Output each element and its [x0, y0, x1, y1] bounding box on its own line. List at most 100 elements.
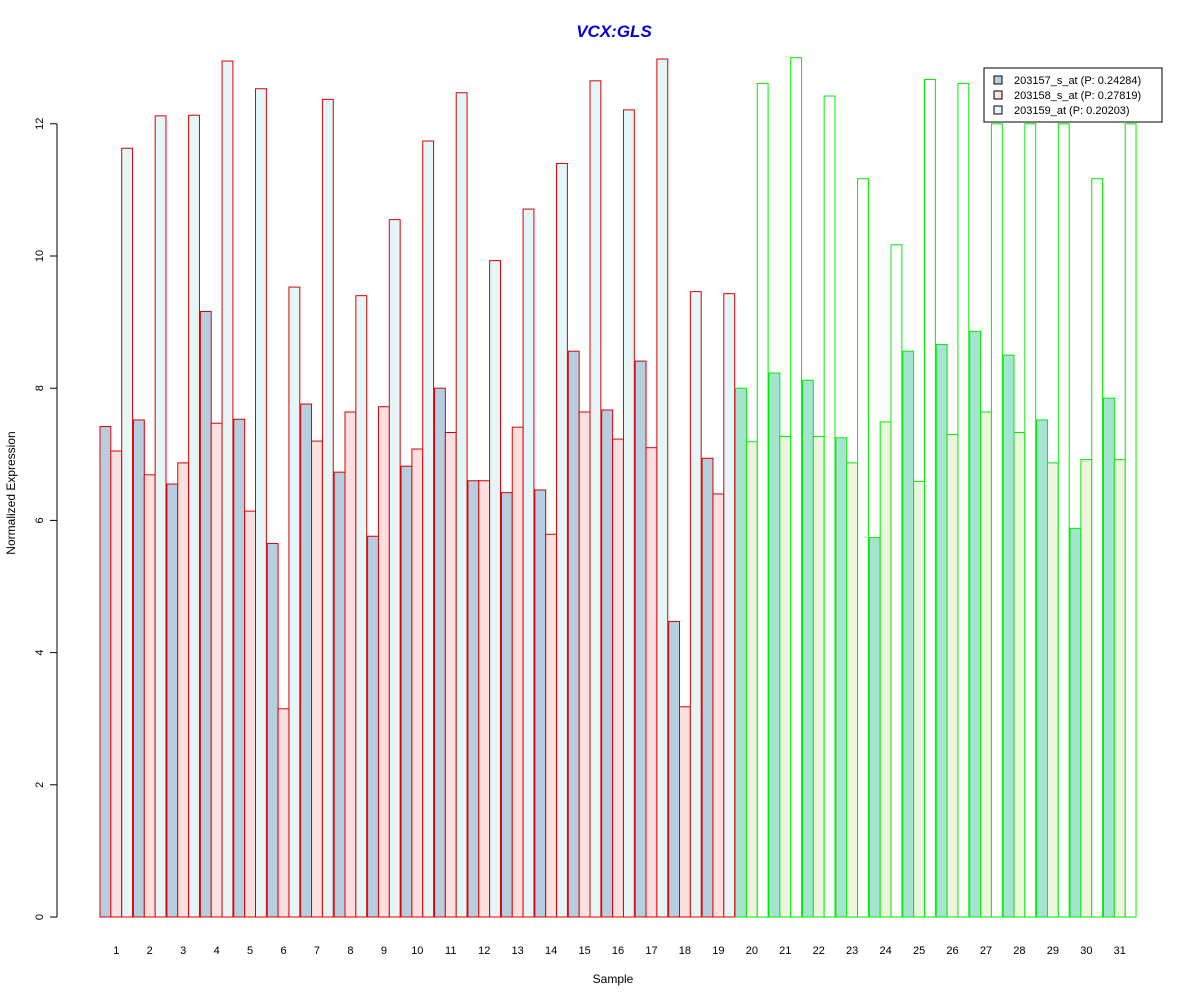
- x-tick-label: 14: [545, 945, 557, 957]
- x-tick-label: 11: [445, 945, 456, 957]
- x-tick-label: 16: [612, 945, 624, 957]
- bar: [701, 457, 714, 918]
- x-tick-label: 25: [913, 945, 925, 957]
- bar: [1036, 419, 1048, 918]
- bar: [1057, 123, 1070, 918]
- x-tick-label: 1: [113, 945, 119, 957]
- bar: [735, 387, 747, 918]
- bar: [244, 510, 256, 918]
- bar: [946, 433, 959, 918]
- bar: [266, 543, 279, 918]
- x-tick-label: 23: [846, 945, 858, 957]
- bar: [411, 448, 424, 918]
- x-tick-label: 8: [347, 945, 353, 957]
- bar: [668, 621, 681, 918]
- bar: [589, 80, 602, 918]
- bar: [434, 387, 446, 918]
- bar: [1091, 178, 1104, 918]
- bar: [1013, 431, 1026, 918]
- legend-swatch: [993, 105, 1003, 115]
- x-tick-label: 31: [1114, 945, 1126, 957]
- bar: [857, 178, 869, 918]
- x-tick-label: 19: [712, 945, 724, 957]
- bar: [121, 147, 134, 918]
- legend-entry: 203158_s_at (P: 0.27819): [1014, 90, 1141, 102]
- bar: [812, 435, 825, 918]
- x-tick-label: 21: [779, 945, 791, 957]
- bar: [645, 447, 658, 918]
- x-tick-label: 15: [578, 945, 590, 957]
- x-tick-label: 9: [381, 945, 387, 957]
- chart-title: VCX:GLS: [576, 22, 652, 41]
- bar: [534, 489, 547, 918]
- bar: [656, 58, 669, 918]
- x-tick-label: 2: [147, 945, 153, 957]
- bar: [333, 471, 346, 918]
- x-tick-label: 18: [679, 945, 691, 957]
- x-tick-label: 7: [314, 945, 320, 957]
- bar: [969, 330, 982, 918]
- x-tick-labels: 1 2 3 4 5 6 7 8 9 10 11 12 13 14 15 16 17 18 19 20 21 22 23 24 2…: [113, 945, 1126, 957]
- bar: [288, 286, 301, 918]
- x-tick-label: 30: [1080, 945, 1092, 957]
- x-tick-label: 5: [247, 945, 253, 957]
- y-axis: 0 2 4 6 8 10 12: [34, 118, 58, 920]
- legend: 203157_s_at (P: 0.24284) 203158_s_at (P: …: [983, 67, 1163, 123]
- bar: [890, 244, 903, 918]
- bar: [612, 438, 624, 918]
- bar: [455, 92, 468, 918]
- bar: [545, 533, 558, 918]
- y-tick-label: 4: [34, 650, 46, 656]
- bar: [634, 360, 647, 918]
- x-tick-label: 20: [746, 945, 758, 957]
- bar: [132, 419, 145, 918]
- bar: [255, 88, 267, 918]
- bar: [321, 98, 334, 918]
- bar: [467, 480, 480, 918]
- x-tick-label: 10: [411, 945, 423, 957]
- legend-swatch: [993, 75, 1003, 85]
- bar: [745, 441, 758, 918]
- bar: [935, 344, 948, 918]
- bar: [756, 82, 769, 918]
- x-tick-label: 17: [645, 945, 657, 957]
- bar: [1069, 527, 1082, 918]
- bar: [723, 293, 736, 918]
- bar: [957, 82, 970, 918]
- bar: [500, 492, 513, 918]
- bar: [790, 57, 803, 918]
- bar: [99, 426, 112, 918]
- bar: [1103, 397, 1115, 918]
- bar: [823, 95, 836, 918]
- bar: [1002, 354, 1015, 918]
- bar: [311, 440, 323, 918]
- x-axis-label: Sample: [593, 972, 634, 986]
- bar: [679, 706, 691, 918]
- y-tick-label: 10: [34, 250, 46, 262]
- bar: [154, 115, 167, 918]
- bar: [712, 493, 725, 918]
- bar: [768, 372, 781, 918]
- bar: [689, 291, 702, 918]
- x-tick-label: 24: [880, 945, 892, 957]
- bar: [400, 465, 413, 918]
- y-tick-label: 8: [34, 385, 46, 391]
- bar: [300, 403, 313, 918]
- bar: [355, 295, 368, 918]
- bar: [779, 435, 792, 918]
- bar: [1046, 462, 1059, 918]
- bar: [143, 474, 156, 918]
- x-tick-label: 28: [1013, 945, 1025, 957]
- bar: [990, 123, 1003, 918]
- x-tick-label: 13: [512, 945, 524, 957]
- bar: [277, 708, 290, 918]
- bar: [344, 411, 357, 918]
- x-tick-label: 22: [813, 945, 825, 957]
- bar: [444, 431, 457, 918]
- bar-group: [99, 57, 1137, 918]
- bar: [511, 426, 524, 918]
- legend-entry: 203157_s_at (P: 0.24284): [1014, 75, 1141, 87]
- y-tick-label: 6: [34, 517, 46, 523]
- x-tick-label: 26: [946, 945, 958, 957]
